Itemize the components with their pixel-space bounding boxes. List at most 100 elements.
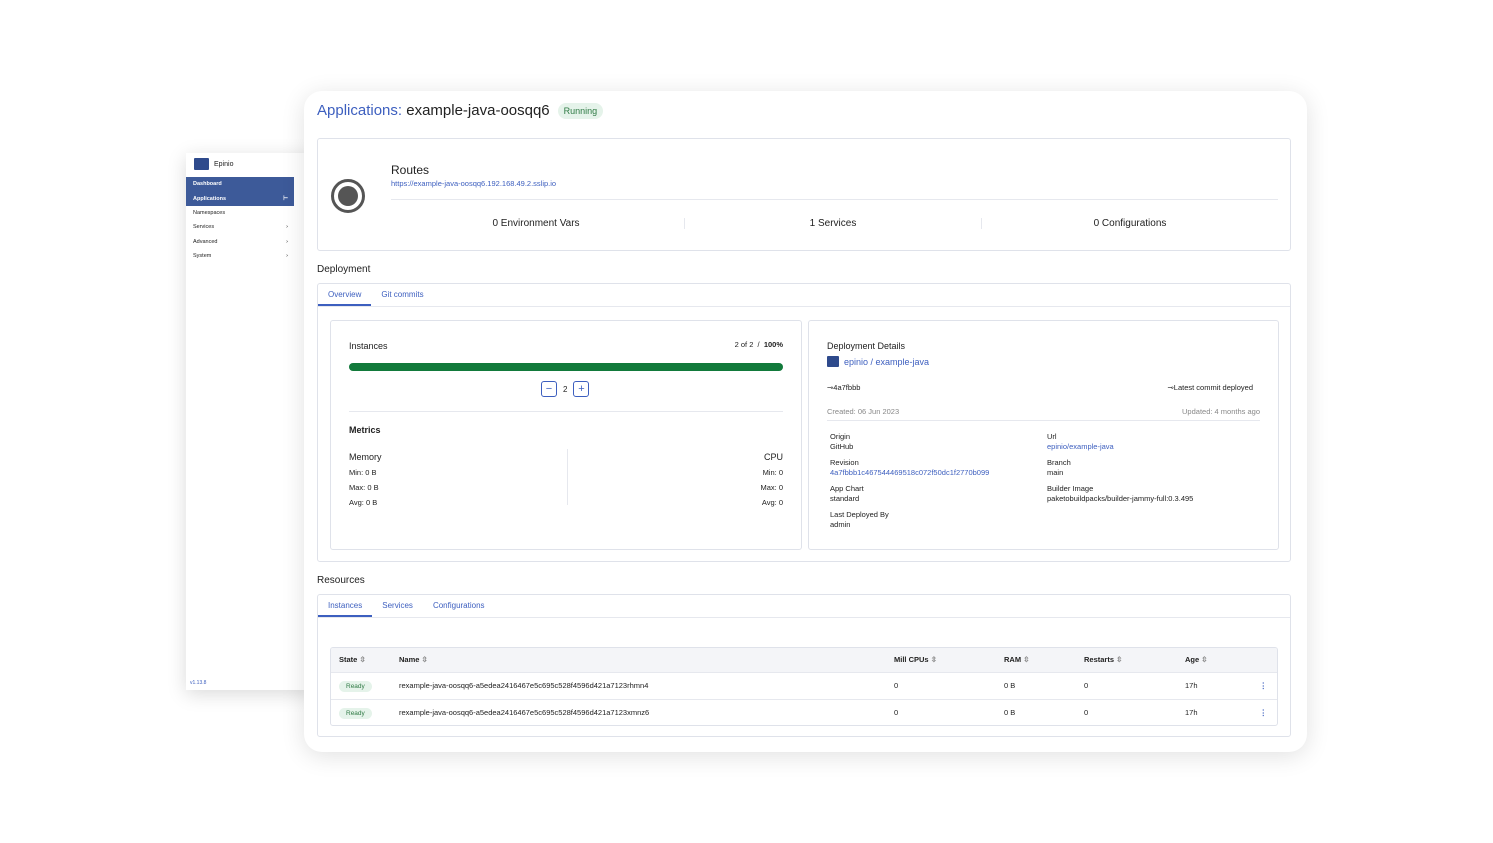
updated-date: Updated: 4 months ago <box>1182 407 1260 416</box>
detail-field: Builder Image paketobuildpacks/builder-ja… <box>1047 484 1270 503</box>
sidebar-item-services[interactable]: Services › <box>186 220 294 234</box>
breadcrumb-applications[interactable]: Applications: <box>317 102 403 119</box>
memory-min: Min: 0 B <box>349 468 377 477</box>
field-label: Url <box>1047 432 1057 441</box>
field-value[interactable]: epinio/example-java <box>1047 441 1114 451</box>
increment-button[interactable]: + <box>573 381 590 397</box>
sort-icon[interactable]: ⇳ <box>421 655 428 665</box>
commit-note: Latest commit deployed <box>1173 383 1253 392</box>
github-icon <box>331 179 365 213</box>
column-header[interactable]: Mill CPUs ⇳ <box>886 648 996 672</box>
deployment-heading: Deployment <box>317 264 371 275</box>
field-value: standard <box>830 493 860 503</box>
status-badge: Running <box>557 102 604 119</box>
separator: / <box>757 340 760 349</box>
field-value: GitHub <box>830 441 854 451</box>
chevron-right-icon: › <box>286 253 288 260</box>
column-header[interactable]: RAM ⇳ <box>996 648 1076 672</box>
tab-services[interactable]: Services <box>382 601 413 610</box>
metrics-title: Metrics <box>349 425 381 435</box>
field-label: App Chart <box>830 484 864 493</box>
detail-field: Origin GitHub <box>830 432 1047 451</box>
sidebar-item-namespaces[interactable]: Namespaces <box>186 206 294 220</box>
restarts-cell: 0 <box>1076 698 1177 725</box>
column-header[interactable]: State ⇳ <box>331 648 391 672</box>
instance-value: 2 <box>563 384 568 394</box>
sort-icon[interactable]: ⇳ <box>930 655 937 665</box>
label: Applications <box>193 195 227 202</box>
detail-field: App Chart standard <box>830 484 1047 503</box>
commit-hash: 4a7fbbb <box>833 383 861 392</box>
age-cell: 17h <box>1185 708 1198 718</box>
column-header[interactable]: Age ⇳ <box>1177 648 1277 672</box>
instances-progress <box>349 363 783 371</box>
instance-name: rexample-java-oosqq6-a5edea2416467e5c695… <box>391 671 886 699</box>
age-cell: 17h <box>1185 681 1198 690</box>
instance-stepper[interactable]: − 2 + <box>541 381 590 397</box>
sidebar-item-dashboard[interactable]: Dashboard <box>186 177 294 192</box>
version-link[interactable]: v1.13.8 <box>190 680 207 686</box>
env-vars-count[interactable]: 0 Environment Vars <box>388 218 685 229</box>
column-header[interactable]: Name ⇳ <box>391 648 886 672</box>
brand[interactable]: Epinio <box>194 158 233 170</box>
sidebar-item-applications[interactable]: Applications ⊢ <box>186 191 294 206</box>
field-label: Branch <box>1047 458 1071 467</box>
column-label: State <box>339 655 358 665</box>
tab-configurations[interactable]: Configurations <box>432 601 485 610</box>
memory-max: Max: 0 B <box>349 483 379 492</box>
detail-field: Last Deployed By admin <box>830 510 1047 529</box>
memory-avg: Avg: 0 B <box>349 498 378 507</box>
field-label: Origin <box>830 432 851 441</box>
restarts-cell: 0 <box>1076 671 1177 699</box>
sort-icon[interactable]: ⇳ <box>1023 655 1030 665</box>
cpu-metrics: CPU Min: 0 Max: 0 Avg: 0 <box>760 450 783 510</box>
tab-git-commits[interactable]: Git commits <box>381 290 424 299</box>
state-badge: Ready <box>339 708 372 720</box>
column-label: Name <box>399 655 420 665</box>
state-badge: Ready <box>339 681 372 692</box>
deployment-details-card: Deployment Details epinio / example-java… <box>808 320 1279 550</box>
tab-instances[interactable]: Instances <box>318 595 373 617</box>
sort-icon[interactable]: ⇳ <box>1116 655 1123 665</box>
cpu-min: Min: 0 <box>762 468 783 477</box>
field-value[interactable]: 4a7fbbb1c467544469518c072f50dc1f2770b099 <box>830 467 990 477</box>
column-label: Age <box>1185 655 1200 665</box>
tab-overview[interactable]: Overview <box>318 284 372 306</box>
resources-card: Instances Services Configurations State … <box>317 594 1291 737</box>
detail-field: Revision 4a7fbbb1c467544469518c072f50dc1f… <box>830 458 1047 477</box>
sort-icon[interactable]: ⇳ <box>359 655 366 665</box>
routes-card: Routes https://example-java-oosqq6.192.1… <box>317 138 1291 251</box>
field-value: paketobuildpacks/builder-jammy-full:0.3.… <box>1047 493 1194 503</box>
decrement-button[interactable]: − <box>541 381 557 397</box>
field-label: Revision <box>830 458 859 467</box>
instance-name: rexample-java-oosqq6-a5edea2416467e5c695… <box>391 698 886 725</box>
sort-icon[interactable]: ⇳ <box>1201 655 1208 665</box>
cpu-avg: Avg: 0 <box>761 498 783 507</box>
services-count[interactable]: 1 Services <box>685 218 982 229</box>
cpu-max: Max: 0 <box>760 483 783 492</box>
instance-count: 2 of 2 <box>734 340 754 349</box>
sidebar-item-advanced[interactable]: Advanced › <box>186 235 294 249</box>
epinio-logo-icon <box>194 158 209 170</box>
more-actions-icon[interactable]: ⋮ <box>1259 708 1268 718</box>
brand-name: Epinio <box>214 160 234 168</box>
details-fields: Origin GitHub Url epinio/example-java Revisi… <box>830 432 1270 529</box>
column-label: Restarts <box>1084 655 1115 665</box>
table-row[interactable]: Ready rexample-java-oosqq6-a5edea2416467… <box>331 698 1277 725</box>
more-actions-icon[interactable]: ⋮ <box>1259 681 1268 690</box>
commit-icon: ⊸ <box>827 383 834 392</box>
collapse-icon[interactable]: ⊢ <box>283 195 288 202</box>
table-row[interactable]: Ready rexample-java-oosqq6-a5edea2416467… <box>331 671 1277 699</box>
commit-icon: ⊸ <box>1167 383 1174 392</box>
repo-link[interactable]: epinio / example-java <box>844 356 930 367</box>
column-header[interactable]: Restarts ⇳ <box>1076 648 1177 672</box>
route-link[interactable]: https://example-java-oosqq6.192.168.49.2… <box>391 179 557 188</box>
page-title: Applications: example-java-oosqq6 Runnin… <box>317 102 604 119</box>
details-title: Deployment Details <box>827 341 906 351</box>
label: Namespaces <box>193 209 226 216</box>
configurations-count[interactable]: 0 Configurations <box>1093 218 1167 229</box>
sidebar-item-system[interactable]: System › <box>186 249 294 263</box>
instances-card: Instances 2 of 2 / 100% − 2 + Metrics Me… <box>330 320 802 550</box>
cpu-cell: 0 <box>886 671 996 699</box>
label: Advanced <box>193 238 218 245</box>
